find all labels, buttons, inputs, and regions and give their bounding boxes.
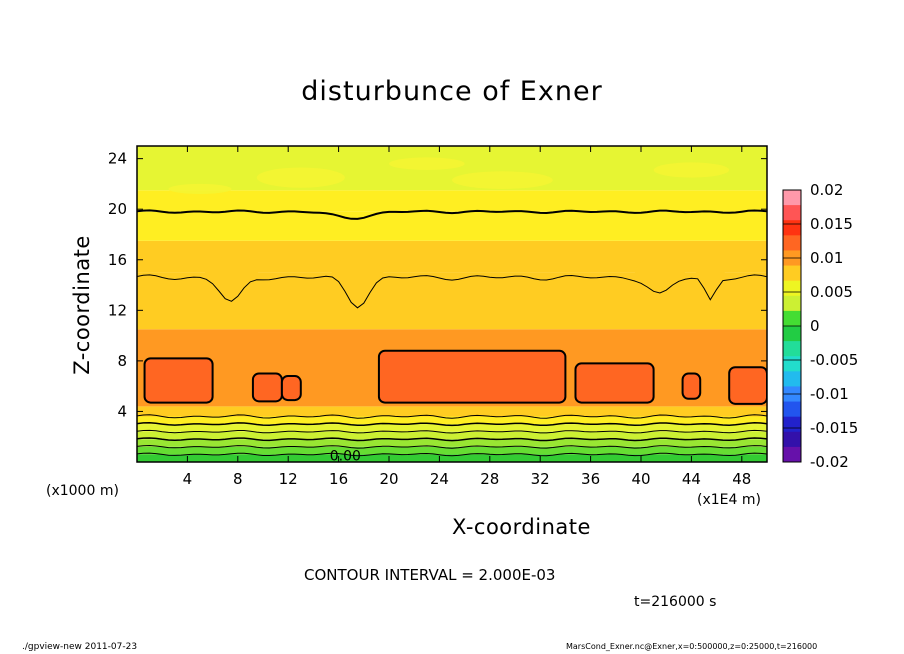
contour-band-11	[137, 190, 767, 212]
contour-line-3	[137, 429, 767, 434]
contour-label-zero: 0.00	[330, 449, 361, 465]
contour-fill-layer	[137, 146, 767, 462]
colorbar-swatch-8	[783, 310, 801, 327]
contour-line-5	[137, 414, 767, 419]
colorbar-tick-label-6: -0.01	[810, 385, 849, 403]
maximum-region-5	[681, 372, 702, 400]
x-axis-label: X-coordinate	[452, 515, 591, 539]
colorbar-tick-label-3: 0.005	[810, 283, 853, 301]
upper-patch-4	[168, 183, 232, 195]
plot-frame	[136, 145, 768, 463]
y-tick-label-1: 8	[117, 352, 127, 370]
time-label: t=216000 s	[634, 594, 717, 610]
x-unit-left: (x1000 m)	[46, 483, 119, 499]
maximum-region-1	[251, 372, 283, 403]
contour-band-2	[137, 439, 767, 447]
colorbar-tick-label-4: 0	[810, 317, 820, 335]
colorbar-swatch-12	[783, 371, 801, 387]
contour-line-0	[137, 452, 767, 457]
y-tick-label-4: 20	[108, 200, 127, 218]
contour-band-3	[137, 431, 767, 440]
colorbar-swatch-1	[783, 205, 801, 221]
maximum-region-3	[377, 349, 567, 404]
dip-patch-2	[634, 255, 686, 294]
contour-line-4	[137, 422, 767, 427]
contour-line-6	[137, 274, 767, 309]
colorbar-swatch-16	[783, 431, 801, 448]
x-tick-label-0: 4	[183, 470, 193, 488]
colorbar-swatch-14	[783, 401, 801, 418]
colorbar-tick-label-2: 0.01	[810, 249, 843, 267]
x-tick-label-11: 48	[732, 470, 751, 488]
colorbar-tick-label-0: 0.02	[810, 181, 843, 199]
colorbar-swatch-3	[783, 235, 801, 251]
maximum-region-6	[728, 366, 767, 405]
upper-patch-2	[653, 162, 730, 178]
x-tick-label-7: 32	[531, 470, 550, 488]
contour-line-7	[137, 209, 767, 220]
x-axis-ticks: 4 8 12 16 20 24 28 32 36 40 44 48	[183, 146, 751, 488]
x-tick-label-8: 36	[581, 470, 600, 488]
contour-band-5	[137, 416, 767, 425]
maximum-region-0	[143, 357, 214, 404]
colorbar-swatch-10	[783, 341, 801, 357]
dip-patch-0	[203, 255, 260, 302]
x-tick-label-1: 8	[233, 470, 243, 488]
colorbar-swatch-0	[783, 190, 801, 206]
maximum-region-4	[574, 362, 655, 404]
contour-interval-label: CONTOUR INTERVAL = 2.000E-03	[304, 566, 556, 584]
contour-band-0	[137, 454, 767, 462]
contour-band-10	[137, 211, 767, 241]
y-tick-label-2: 12	[108, 301, 127, 319]
x-tick-label-6: 28	[480, 470, 499, 488]
contour-band-1	[137, 446, 767, 455]
dip-patch-3	[695, 259, 726, 296]
upper-patch-3	[389, 157, 465, 171]
colorbar-swatch-5	[783, 265, 801, 282]
colorbar-tick-label-1: 0.015	[810, 215, 853, 233]
x-tick-label-4: 20	[379, 470, 398, 488]
contour-line-2	[137, 437, 767, 442]
contour-line-layer	[137, 209, 767, 457]
x-tick-label-10: 44	[682, 470, 701, 488]
x-tick-label-2: 12	[279, 470, 298, 488]
footer-left: ./gpview-new 2011-07-23	[22, 642, 138, 652]
footer-right: MarsCond_Exner.nc@Exner,x=0:500000,z=0:2…	[566, 642, 818, 651]
x-tick-label-9: 40	[631, 470, 650, 488]
x-unit-right: (x1E4 m)	[697, 492, 761, 508]
maximum-region-2	[280, 375, 302, 402]
x-tick-label-3: 16	[329, 470, 348, 488]
contour-band-6	[137, 406, 767, 417]
x-tick-label-5: 24	[430, 470, 449, 488]
colorbar-swatch-11	[783, 356, 801, 372]
dip-patch-1	[329, 254, 386, 311]
colorbar: 0.02 0.015 0.01 0.005 0 -0.005 -0.01 -0.015 -0.0…	[782, 181, 858, 471]
colorbar-swatch-6	[783, 280, 801, 297]
upper-patch-0	[256, 167, 345, 188]
colorbar-swatch-15	[783, 416, 801, 433]
contour-band-4	[137, 424, 767, 432]
y-tick-label-3: 16	[108, 251, 127, 269]
y-axis-ticks: 4 8 12 16 20 24	[108, 150, 767, 420]
contour-line-1	[137, 444, 767, 449]
colorbar-swatch-7	[783, 295, 801, 312]
y-tick-label-5: 24	[108, 150, 127, 168]
chart-title: disturbunce of Exner	[301, 76, 603, 107]
colorbar-swatch-9	[783, 326, 801, 342]
colorbar-tick-label-8: -0.02	[810, 453, 849, 471]
upper-patch-1	[452, 171, 553, 189]
colorbar-swatch-17	[783, 446, 801, 463]
colorbar-tick-label-5: -0.005	[810, 351, 858, 369]
colorbar-swatch-2	[783, 220, 801, 236]
y-tick-label-0: 4	[117, 402, 127, 420]
colorbar-tick-label-7: -0.015	[810, 419, 858, 437]
